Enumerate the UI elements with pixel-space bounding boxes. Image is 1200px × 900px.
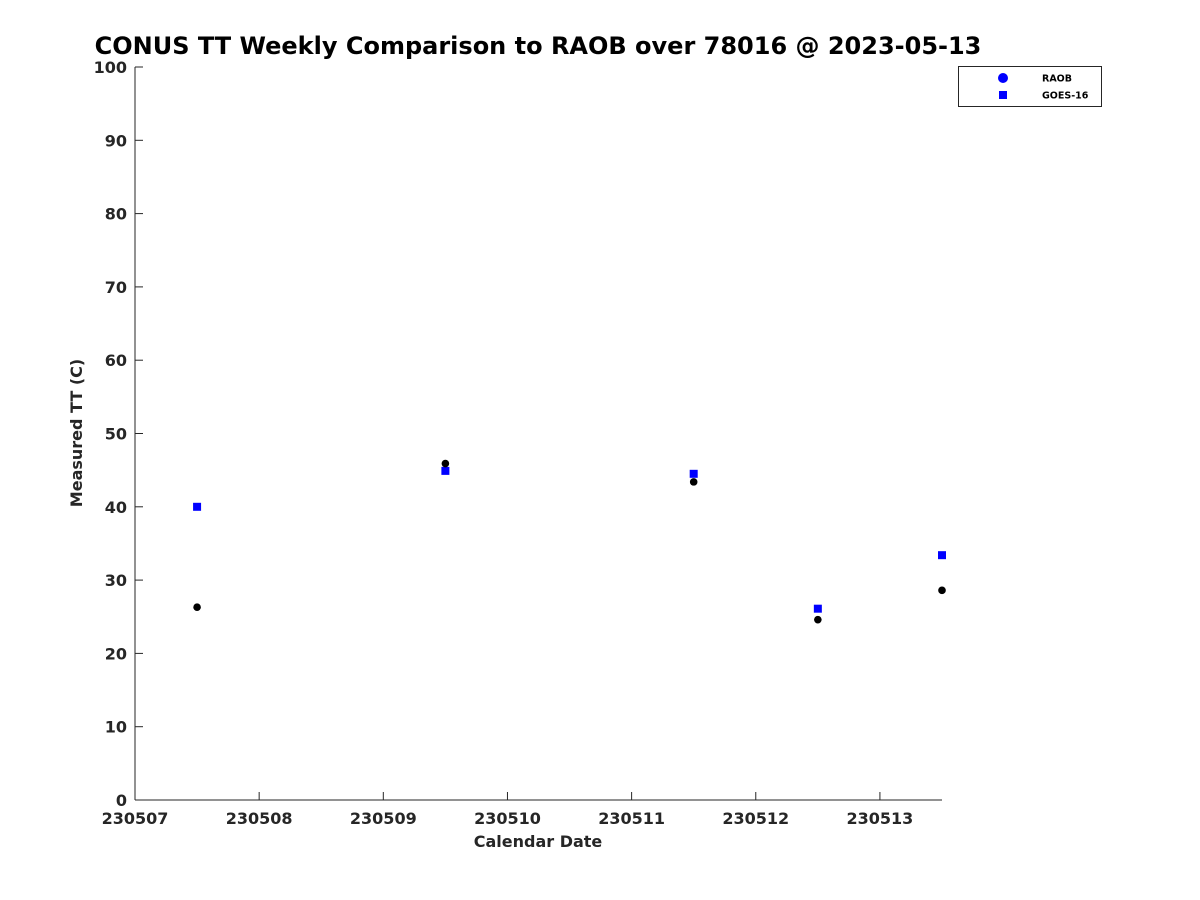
y-tick-label: 70 [105, 278, 127, 297]
x-tick-label: 230510 [474, 809, 541, 828]
raob-point [814, 615, 822, 624]
y-tick-label: 80 [105, 205, 127, 224]
x-axis-label: Calendar Date [474, 832, 603, 851]
data-points [193, 459, 946, 624]
x-tick-label: 230511 [598, 809, 665, 828]
raob-point [193, 603, 201, 612]
raob-point [938, 586, 946, 595]
y-tick-label: 50 [105, 425, 127, 444]
legend-goes16-marker [999, 91, 1007, 99]
chart-title: CONUS TT Weekly Comparison to RAOB over … [95, 32, 982, 60]
x-tick-label: 230507 [102, 809, 169, 828]
legend-box [958, 66, 1102, 107]
y-tick-label: 100 [94, 58, 127, 77]
raob-point [441, 459, 450, 468]
x-tick-label: 230508 [226, 809, 293, 828]
goes16-point [689, 469, 698, 478]
axes: 0 10 20 30 40 50 60 70 80 90 100 230507 230508 230509… [94, 58, 942, 828]
y-tick-label: 90 [105, 131, 127, 150]
goes16-point [193, 502, 202, 511]
y-tick-label: 30 [105, 571, 127, 590]
legend-raob-marker [998, 73, 1008, 83]
y-tick-label: 20 [105, 644, 127, 663]
goes16-point [938, 551, 946, 560]
goes16-point [441, 466, 450, 475]
y-tick-label: 40 [105, 498, 127, 517]
raob-point [689, 478, 698, 486]
y-axis-label: Measured TT (C) [67, 359, 86, 507]
y-tick-label: 0 [116, 791, 127, 810]
x-tick-label: 230509 [350, 809, 417, 828]
legend: RAOB GOES-16 [958, 66, 1102, 107]
y-tick-label: 60 [105, 351, 127, 370]
legend-label: RAOB [1042, 74, 1072, 85]
legend-label: GOES-16 [1042, 91, 1089, 102]
x-tick-label: 230513 [847, 809, 914, 828]
y-tick-label: 10 [105, 718, 127, 737]
x-tick-label: 230512 [722, 809, 789, 828]
goes16-point [813, 604, 822, 613]
